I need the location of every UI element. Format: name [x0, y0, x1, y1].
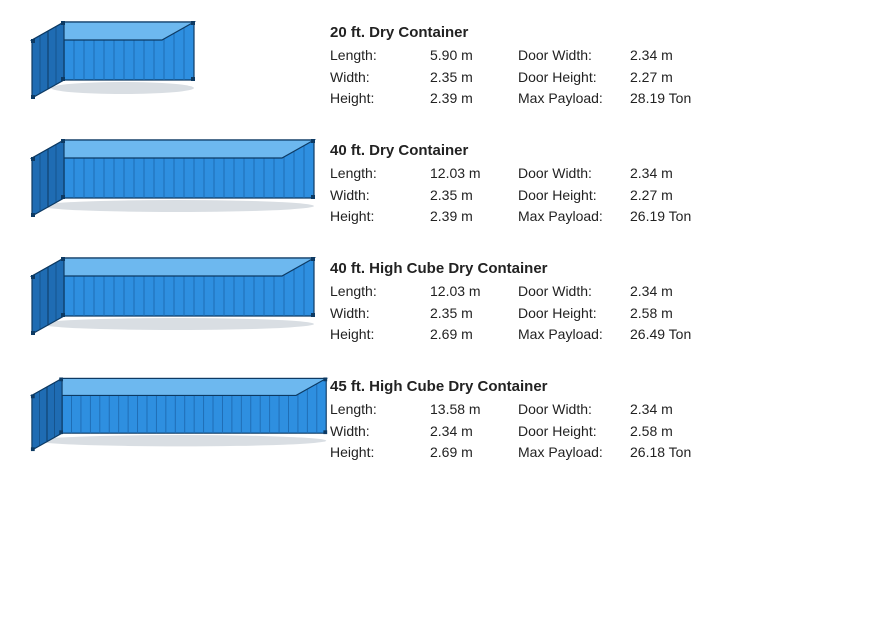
width-value: 2.34 m: [430, 421, 508, 441]
door-width-label: Door Width:: [518, 281, 620, 301]
payload-label: Max Payload:: [518, 442, 620, 462]
height-label: Height:: [330, 442, 420, 462]
door-width-value: 2.34 m: [630, 399, 710, 419]
container-specs: 40 ft. Dry Container Length: 12.03 m Doo…: [330, 140, 842, 227]
payload-label: Max Payload:: [518, 206, 620, 226]
length-label: Length:: [330, 163, 420, 183]
door-width-value: 2.34 m: [630, 281, 710, 301]
width-label: Width:: [330, 185, 420, 205]
width-value: 2.35 m: [430, 185, 508, 205]
door-height-value: 2.27 m: [630, 67, 710, 87]
payload-label: Max Payload:: [518, 324, 620, 344]
door-width-label: Door Width:: [518, 163, 620, 183]
width-label: Width:: [330, 421, 420, 441]
door-height-label: Door Height:: [518, 67, 620, 87]
container-icon: [30, 138, 330, 228]
container-specs: 20 ft. Dry Container Length: 5.90 m Door…: [330, 22, 842, 109]
payload-value: 26.18 Ton: [630, 442, 710, 462]
container-row: 40 ft. Dry Container Length: 12.03 m Doo…: [30, 138, 842, 228]
container-row: 20 ft. Dry Container Length: 5.90 m Door…: [30, 20, 842, 110]
length-value: 13.58 m: [430, 399, 508, 419]
height-value: 2.69 m: [430, 324, 508, 344]
height-value: 2.39 m: [430, 88, 508, 108]
door-width-value: 2.34 m: [630, 163, 710, 183]
payload-value: 26.49 Ton: [630, 324, 710, 344]
container-row: 40 ft. High Cube Dry Container Length: 1…: [30, 256, 842, 346]
width-value: 2.35 m: [430, 67, 508, 87]
width-label: Width:: [330, 67, 420, 87]
payload-label: Max Payload:: [518, 88, 620, 108]
door-height-label: Door Height:: [518, 421, 620, 441]
container-icon: [30, 20, 330, 110]
length-value: 12.03 m: [430, 281, 508, 301]
door-height-label: Door Height:: [518, 303, 620, 323]
height-label: Height:: [330, 206, 420, 226]
door-width-label: Door Width:: [518, 399, 620, 419]
width-label: Width:: [330, 303, 420, 323]
container-specs: 40 ft. High Cube Dry Container Length: 1…: [330, 258, 842, 345]
container-specs: 45 ft. High Cube Dry Container Length: 1…: [330, 376, 842, 463]
container-row: 45 ft. High Cube Dry Container Length: 1…: [30, 374, 842, 464]
container-title: 40 ft. Dry Container: [330, 140, 842, 162]
container-icon: [30, 256, 330, 346]
container-title: 40 ft. High Cube Dry Container: [330, 258, 842, 280]
container-icon: [30, 374, 330, 464]
length-label: Length:: [330, 45, 420, 65]
door-height-value: 2.27 m: [630, 185, 710, 205]
door-height-value: 2.58 m: [630, 421, 710, 441]
door-width-label: Door Width:: [518, 45, 620, 65]
height-value: 2.69 m: [430, 442, 508, 462]
door-width-value: 2.34 m: [630, 45, 710, 65]
height-label: Height:: [330, 88, 420, 108]
height-label: Height:: [330, 324, 420, 344]
length-value: 5.90 m: [430, 45, 508, 65]
length-label: Length:: [330, 281, 420, 301]
height-value: 2.39 m: [430, 206, 508, 226]
container-spec-list: 20 ft. Dry Container Length: 5.90 m Door…: [30, 20, 842, 464]
payload-value: 28.19 Ton: [630, 88, 710, 108]
door-height-value: 2.58 m: [630, 303, 710, 323]
length-value: 12.03 m: [430, 163, 508, 183]
container-title: 20 ft. Dry Container: [330, 22, 842, 44]
payload-value: 26.19 Ton: [630, 206, 710, 226]
length-label: Length:: [330, 399, 420, 419]
container-title: 45 ft. High Cube Dry Container: [330, 376, 842, 398]
door-height-label: Door Height:: [518, 185, 620, 205]
width-value: 2.35 m: [430, 303, 508, 323]
